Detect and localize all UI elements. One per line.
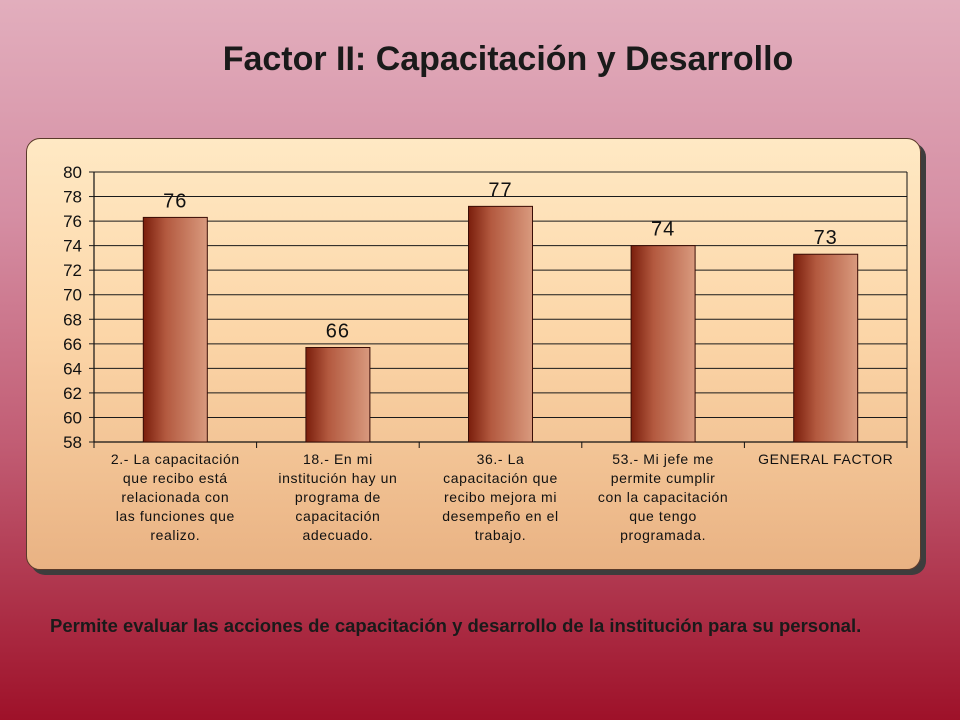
y-tick-label: 58 — [63, 433, 82, 452]
category-label-line: programada. — [620, 527, 706, 543]
y-tick-label: 72 — [63, 261, 82, 280]
category-labels: 2.- La capacitación que recibo está relaci… — [111, 451, 893, 543]
y-tick-label: 62 — [63, 384, 82, 403]
y-axis-ticks: 80 78 76 74 72 70 68 66 64 62 60 58 — [63, 163, 94, 452]
y-tick-label: 78 — [63, 188, 82, 207]
bar — [305, 347, 371, 443]
category-label-line: capacitación que — [443, 470, 558, 486]
y-tick-label: 68 — [63, 310, 82, 329]
category-label-line: las funciones que — [116, 508, 235, 524]
category-label-line: 18.- En mi — [303, 451, 373, 467]
data-labels: 76 66 77 74 73 — [163, 179, 838, 343]
y-tick-label: 74 — [63, 237, 82, 256]
category-label-line: realizo. — [150, 527, 200, 543]
chart-panel: 80 78 76 74 72 70 68 66 64 62 60 58 76 66 77 74 73 2.- … — [26, 138, 921, 570]
y-tick-label: 60 — [63, 408, 82, 427]
category-label: GENERAL FACTOR — [758, 451, 893, 467]
bar-chart: 80 78 76 74 72 70 68 66 64 62 60 58 76 66 77 74 73 2.- … — [63, 163, 908, 543]
category-label-line: recibo mejora mi — [444, 489, 557, 505]
bar — [793, 253, 859, 443]
category-label-line: GENERAL FACTOR — [758, 451, 893, 467]
category-label-line: 53.- Mi jefe me — [612, 451, 714, 467]
category-label: 53.- Mi jefe me permite cumplir con la cap… — [598, 451, 728, 543]
category-label-line: trabajo. — [475, 527, 527, 543]
bar — [142, 216, 208, 443]
category-label: 36.- La capacitación que recibo mejora mi d… — [442, 451, 558, 543]
slide-description: Permite evaluar las acciones de capacita… — [50, 615, 862, 636]
category-label: 2.- La capacitación que recibo está relaci… — [111, 451, 240, 543]
category-label: 18.- En mi institución hay un programa de c… — [278, 451, 397, 543]
data-label: 77 — [488, 179, 512, 201]
data-label: 76 — [163, 190, 187, 212]
category-label-line: que tengo — [629, 508, 697, 524]
data-label: 66 — [326, 321, 350, 343]
category-label-line: 2.- La capacitación — [111, 451, 240, 467]
category-label-line: desempeño en el — [442, 508, 558, 524]
category-label-line: con la capacitación — [598, 489, 728, 505]
category-label-line: permite cumplir — [611, 470, 716, 486]
y-tick-label: 76 — [63, 212, 82, 231]
bar — [468, 205, 533, 443]
y-tick-label: 66 — [63, 335, 82, 354]
category-label-line: que recibo está — [123, 470, 228, 486]
category-label-line: capacitación — [295, 508, 380, 524]
bar — [630, 245, 696, 443]
bars — [142, 205, 859, 443]
category-label-line: adecuado. — [303, 527, 374, 543]
slide-title: Factor II: Capacitación y Desarrollo — [222, 40, 794, 78]
category-label-line: programa de — [295, 489, 381, 505]
data-label: 73 — [814, 227, 838, 249]
data-label: 74 — [651, 219, 675, 241]
y-tick-label: 64 — [63, 359, 82, 378]
y-tick-label: 80 — [63, 163, 82, 182]
category-label-line: institución hay un — [278, 470, 397, 486]
category-label-line: 36.- La — [477, 451, 525, 467]
y-tick-label: 70 — [63, 286, 82, 305]
category-label-line: relacionada con — [121, 489, 229, 505]
